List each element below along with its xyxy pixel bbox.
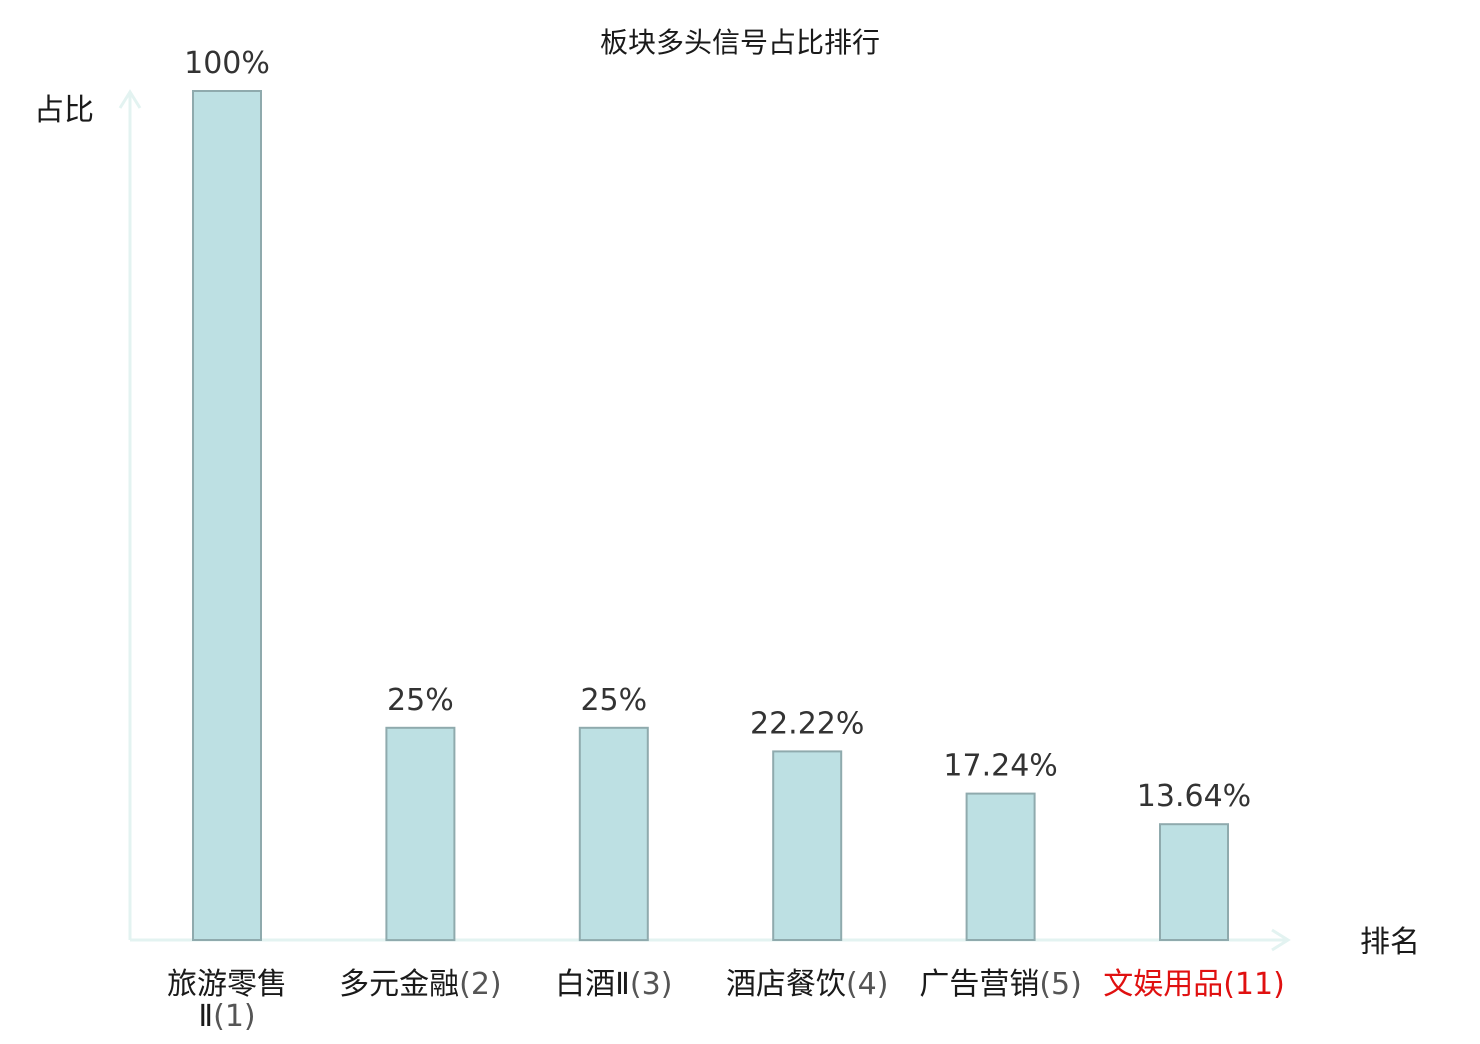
value-label-6: 13.64%	[1137, 779, 1251, 814]
tick-label-1: 旅游零售	[167, 967, 287, 1002]
bars	[192, 90, 1229, 942]
x-axis	[130, 928, 1291, 952]
y-axis	[118, 89, 142, 940]
value-labels: 100% 25% 25% 22.22% 17.24% 13.64%	[184, 46, 1251, 814]
tick-label-1-rank: Ⅱ(1)	[198, 999, 255, 1034]
bar-4	[772, 750, 843, 942]
y-axis-label: 占比	[34, 93, 94, 128]
value-label-2: 25%	[387, 683, 454, 718]
value-label-3: 25%	[580, 683, 647, 718]
chart-title: 板块多头信号占比排行	[600, 26, 880, 59]
value-label-5: 17.24%	[943, 749, 1057, 784]
tick-label-3: 白酒Ⅱ(3)	[555, 967, 672, 1002]
tick-label-6: 文娱用品(11)	[1103, 967, 1285, 1002]
bar-3	[578, 726, 649, 942]
bar-5	[965, 792, 1036, 941]
value-label-1: 100%	[184, 46, 270, 81]
value-label-4: 22.22%	[750, 706, 864, 741]
x-axis-label: 排名	[1360, 925, 1420, 960]
bar-6	[1159, 823, 1229, 942]
bar-2	[385, 726, 456, 942]
bar-1	[192, 90, 262, 941]
tick-label-5: 广告营销(5)	[919, 967, 1082, 1002]
tick-label-4: 酒店餐饮(4)	[726, 967, 889, 1002]
tick-label-2: 多元金融(2)	[339, 967, 502, 1002]
